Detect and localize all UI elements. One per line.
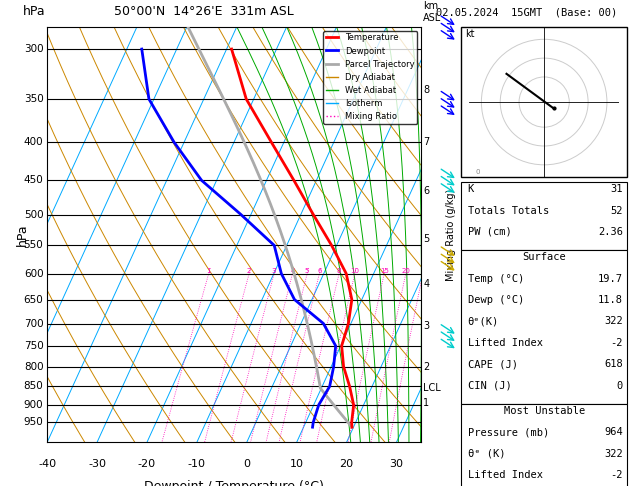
Text: Temp (°C): Temp (°C) [467, 274, 524, 284]
Text: 1: 1 [206, 268, 211, 274]
Text: 964: 964 [604, 427, 623, 437]
Bar [462, 27, 627, 177]
Text: 10: 10 [350, 268, 359, 274]
Text: -20: -20 [138, 459, 156, 469]
Text: kt: kt [465, 29, 475, 39]
Text: 650: 650 [24, 295, 43, 305]
Text: Lifted Index: Lifted Index [467, 338, 542, 348]
Text: 30: 30 [389, 459, 403, 469]
Text: 4: 4 [423, 279, 430, 289]
Text: 15: 15 [380, 268, 389, 274]
Text: 450: 450 [24, 175, 43, 185]
Text: LCL: LCL [423, 383, 441, 393]
Text: 6: 6 [423, 186, 430, 196]
Text: CIN (J): CIN (J) [467, 381, 511, 391]
Text: 300: 300 [24, 44, 43, 54]
Legend: Temperature, Dewpoint, Parcel Trajectory, Dry Adiabat, Wet Adiabat, Isotherm, Mi: Temperature, Dewpoint, Parcel Trajectory… [323, 31, 417, 124]
Text: 0: 0 [616, 381, 623, 391]
Text: -2: -2 [610, 470, 623, 480]
Text: CAPE (J): CAPE (J) [467, 359, 518, 369]
Text: 2: 2 [423, 362, 430, 372]
Text: 10: 10 [290, 459, 304, 469]
Text: 900: 900 [24, 400, 43, 410]
Text: hPa: hPa [23, 5, 45, 18]
Text: 6: 6 [317, 268, 321, 274]
Text: 52: 52 [610, 206, 623, 216]
Text: θᵉ (K): θᵉ (K) [467, 449, 505, 459]
Text: 20: 20 [340, 459, 353, 469]
Text: 50°00'N  14°26'E  331m ASL: 50°00'N 14°26'E 331m ASL [114, 5, 294, 18]
Text: 350: 350 [24, 94, 43, 104]
Text: 19.7: 19.7 [598, 274, 623, 284]
Bar [462, 404, 627, 486]
Text: 322: 322 [604, 316, 623, 327]
Text: Pressure (mb): Pressure (mb) [467, 427, 548, 437]
Text: -10: -10 [188, 459, 206, 469]
Text: 2.36: 2.36 [598, 227, 623, 237]
Text: 400: 400 [24, 137, 43, 147]
Text: 950: 950 [24, 417, 43, 427]
Text: 7: 7 [423, 137, 430, 147]
Text: 850: 850 [24, 382, 43, 391]
Text: Mixing Ratio (g/kg): Mixing Ratio (g/kg) [446, 189, 456, 280]
Text: PW (cm): PW (cm) [467, 227, 511, 237]
Text: 1: 1 [423, 398, 430, 408]
Text: 500: 500 [24, 209, 43, 220]
Text: 02.05.2024  15GMT  (Base: 00): 02.05.2024 15GMT (Base: 00) [436, 7, 618, 17]
Text: 618: 618 [604, 359, 623, 369]
Text: © weatheronline.co.uk: © weatheronline.co.uk [491, 472, 595, 481]
Bar [462, 182, 627, 250]
Text: -40: -40 [38, 459, 56, 469]
Text: 3: 3 [272, 268, 276, 274]
Text: 600: 600 [24, 269, 43, 278]
Text: 11.8: 11.8 [598, 295, 623, 305]
Text: Dewp (°C): Dewp (°C) [467, 295, 524, 305]
Text: Lifted Index: Lifted Index [467, 470, 542, 480]
Text: 0: 0 [243, 459, 250, 469]
Text: 8: 8 [423, 85, 430, 95]
Text: K: K [467, 184, 474, 194]
Text: 2: 2 [247, 268, 252, 274]
Text: Most Unstable: Most Unstable [504, 406, 585, 416]
Text: hPa: hPa [16, 223, 30, 246]
Text: 4: 4 [291, 268, 295, 274]
Text: 550: 550 [24, 241, 43, 250]
Text: 5: 5 [305, 268, 309, 274]
Text: -2: -2 [610, 338, 623, 348]
Text: km
ASL: km ASL [423, 1, 442, 22]
Text: 800: 800 [24, 362, 43, 372]
Text: 750: 750 [24, 341, 43, 351]
Text: Totals Totals: Totals Totals [467, 206, 548, 216]
Text: 20: 20 [401, 268, 410, 274]
Text: 8: 8 [337, 268, 342, 274]
Text: -30: -30 [88, 459, 106, 469]
Text: 0: 0 [475, 169, 479, 175]
Text: 5: 5 [423, 234, 430, 244]
Text: 322: 322 [604, 449, 623, 459]
Text: 31: 31 [610, 184, 623, 194]
Text: Dewpoint / Temperature (°C): Dewpoint / Temperature (°C) [145, 480, 324, 486]
Text: θᵉ(K): θᵉ(K) [467, 316, 499, 327]
Text: 700: 700 [24, 318, 43, 329]
Text: 3: 3 [423, 321, 430, 331]
Bar [462, 250, 627, 404]
Text: Surface: Surface [522, 252, 566, 262]
